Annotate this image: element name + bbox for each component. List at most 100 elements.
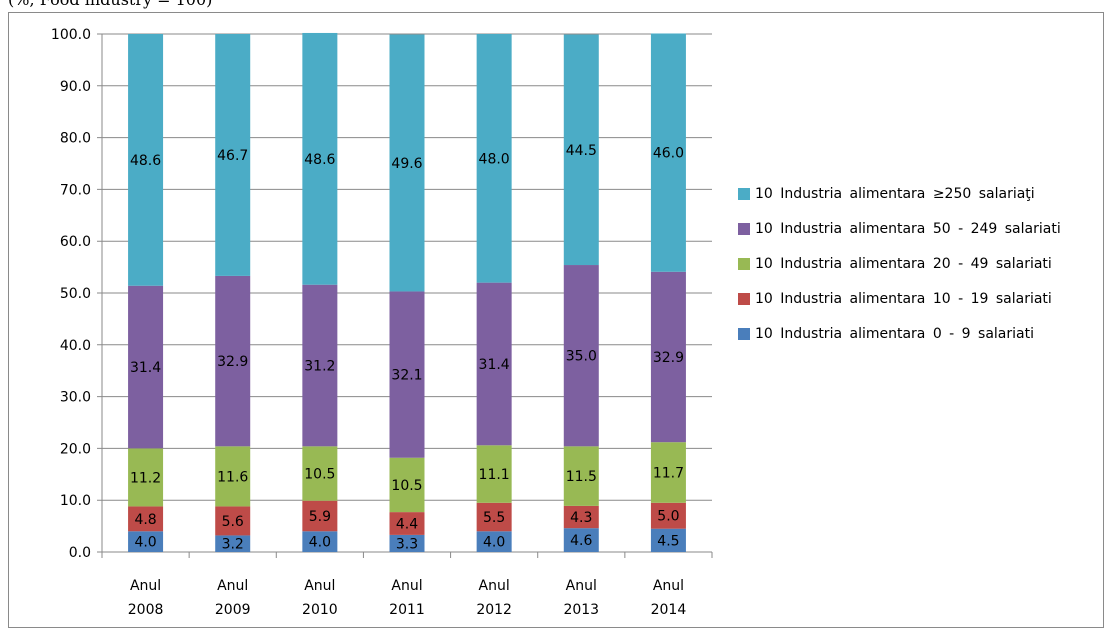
data-label: 31.4: [479, 357, 510, 373]
bar-segment-series-4-cat-0: [128, 34, 164, 286]
bar-segment-series-1-cat-3: [389, 512, 425, 535]
data-label: 48.6: [304, 152, 335, 168]
bars: [128, 32, 686, 552]
data-label: 31.4: [130, 360, 161, 376]
data-label: 3.3: [396, 536, 418, 552]
bar-segment-series-1-cat-0: [128, 506, 164, 532]
bar-segment-series-2-cat-5: [563, 446, 599, 506]
data-label: 46.0: [653, 146, 684, 162]
legend-swatch: [738, 328, 750, 340]
x-tick-label: 2013: [563, 602, 599, 618]
bar-segment-series-3-cat-3: [389, 291, 425, 458]
bar-segment-series-2-cat-0: [128, 448, 164, 507]
legend-item: 10 Industria alimentara ≥250 salariaţi: [738, 183, 1108, 205]
data-label: 3.2: [222, 537, 244, 553]
data-label: 4.3: [570, 510, 592, 526]
data-label: 4.5: [657, 533, 679, 549]
legend-label: 10 Industria alimentara 10 - 19 salariat…: [755, 291, 1052, 307]
bar-segment-series-4-cat-3: [389, 34, 425, 292]
bar-segment-series-1-cat-6: [650, 502, 686, 529]
legend-label: 10 Industria alimentara 20 - 49 salariat…: [755, 256, 1052, 272]
x-tick-label: 2011: [389, 602, 425, 618]
x-tick-label: Anul: [479, 578, 510, 594]
y-tick-label: 0.0: [69, 545, 91, 561]
data-label: 4.0: [134, 535, 156, 551]
bar-segment-series-4-cat-6: [650, 33, 686, 272]
data-label: 46.7: [217, 148, 248, 164]
bar-segment-series-2-cat-3: [389, 457, 425, 513]
bar-segment-series-3-cat-6: [650, 271, 686, 443]
legend-swatch: [738, 188, 750, 200]
legend-label: 10 Industria alimentara 0 - 9 salariati: [755, 326, 1034, 342]
bar-segment-series-0-cat-1: [215, 535, 251, 552]
data-label: 49.6: [391, 156, 422, 172]
data-label: 5.6: [222, 514, 244, 530]
data-label: 11.2: [130, 470, 161, 486]
y-tick-label: 20.0: [60, 441, 91, 457]
y-tick-label: 30.0: [60, 390, 91, 406]
bar-segment-series-0-cat-2: [302, 531, 338, 552]
data-label: 5.5: [483, 510, 505, 526]
data-label: 4.0: [309, 535, 331, 551]
bar-segment-series-0-cat-3: [389, 534, 425, 552]
x-tick-label: Anul: [304, 578, 335, 594]
bar-segment-series-0-cat-5: [563, 528, 599, 552]
y-tick-label: 80.0: [60, 131, 91, 147]
data-label: 4.4: [396, 517, 418, 533]
legend-swatch: [738, 258, 750, 270]
bar-segment-series-3-cat-2: [302, 284, 338, 447]
legend-swatch: [738, 293, 750, 305]
bar-segment-series-0-cat-0: [128, 531, 164, 552]
data-label: 44.5: [566, 143, 597, 159]
bar-segment-series-2-cat-1: [215, 446, 251, 507]
legend-item: 10 Industria alimentara 10 - 19 salariat…: [738, 288, 1108, 310]
legend-label: 10 Industria alimentara 50 - 249 salaria…: [755, 221, 1061, 237]
data-label: 11.1: [479, 467, 510, 483]
y-tick-label: 60.0: [60, 234, 91, 250]
y-tick-label: 10.0: [60, 493, 91, 509]
x-tick-label: 2009: [215, 602, 251, 618]
bar-segment-series-0-cat-4: [476, 531, 512, 552]
data-label: 11.7: [653, 465, 684, 481]
legend-item: 10 Industria alimentara 0 - 9 salariati: [738, 323, 1108, 345]
data-labels: 4.0 4.8 11.2 31.4 48.6 3.2 5.6 11.6 32.9 46.7 4.0 5…: [130, 143, 684, 553]
y-tick-label: 90.0: [60, 79, 91, 95]
data-label: 4.0: [483, 535, 505, 551]
x-tick-label: Anul: [653, 578, 684, 594]
legend-swatch: [738, 223, 750, 235]
legend-label: 10 Industria alimentara ≥250 salariaţi: [755, 186, 1035, 202]
bar-segment-series-3-cat-5: [563, 265, 599, 447]
bar-segment-series-2-cat-2: [302, 446, 338, 501]
y-tick-label: 50.0: [60, 286, 91, 302]
data-label: 32.9: [217, 354, 248, 370]
bar-segment-series-4-cat-1: [215, 34, 251, 276]
x-tick-label: Anul: [566, 578, 597, 594]
x-tick-label: Anul: [130, 578, 161, 594]
data-label: 4.8: [134, 512, 156, 528]
x-tick-label: Anul: [391, 578, 422, 594]
data-label: 48.6: [130, 153, 161, 169]
data-label: 10.5: [391, 478, 422, 494]
x-tick-label: 2008: [128, 602, 164, 618]
bar-segment-series-1-cat-5: [563, 505, 599, 529]
x-tick-label: 2010: [302, 602, 338, 618]
data-label: 5.9: [309, 509, 331, 525]
data-label: 32.9: [653, 350, 684, 366]
x-tick-label: 2014: [651, 602, 687, 618]
legend-item: 10 Industria alimentara 50 - 249 salaria…: [738, 218, 1108, 240]
data-label: 11.6: [217, 469, 248, 485]
data-label: 11.5: [566, 469, 597, 485]
x-tick-label: Anul: [217, 578, 248, 594]
y-tick-label: 40.0: [60, 338, 91, 354]
data-label: 32.1: [391, 368, 422, 384]
bar-segment-series-2-cat-6: [650, 442, 686, 503]
data-label: 31.2: [304, 359, 335, 375]
tick-labels: 0.0 10.0 20.0 30.0 40.0 50.0 60.0 70.0 80.0 90.0 1…: [51, 27, 686, 618]
bar-segment-series-3-cat-1: [215, 275, 251, 447]
legend-item: 10 Industria alimentara 20 - 49 salariat…: [738, 253, 1108, 275]
bar-segment-series-0-cat-6: [650, 528, 686, 552]
bar-segment-series-1-cat-2: [302, 500, 338, 532]
chart-caption: (%; Food industry = 100): [8, 0, 212, 9]
data-label: 35.0: [566, 349, 597, 365]
